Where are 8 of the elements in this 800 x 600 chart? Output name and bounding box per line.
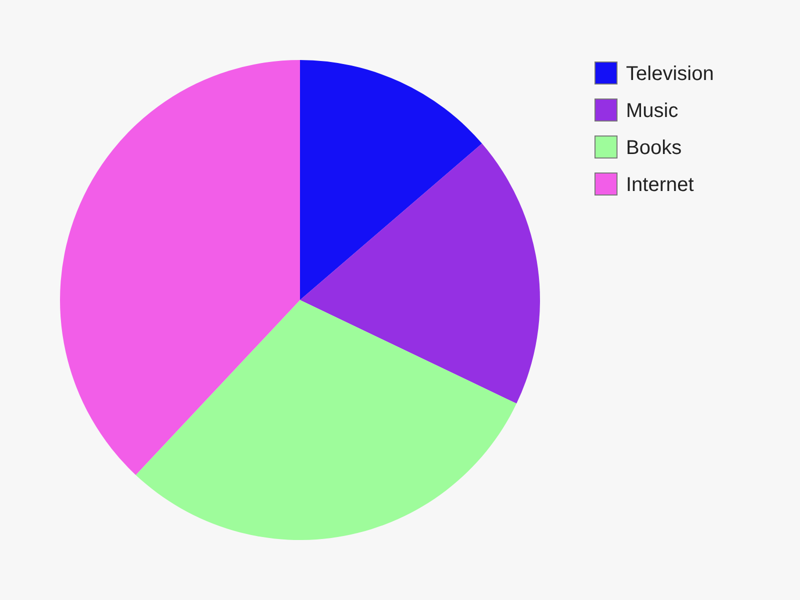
legend-label: Music	[626, 100, 678, 122]
pie-slice	[300, 60, 482, 300]
pie-slice	[300, 144, 540, 404]
pie-slice	[60, 60, 300, 475]
legend-label: Internet	[626, 174, 694, 196]
legend-label: Television	[626, 63, 714, 85]
legend-label: Books	[626, 137, 682, 159]
pie-slice	[136, 300, 517, 540]
